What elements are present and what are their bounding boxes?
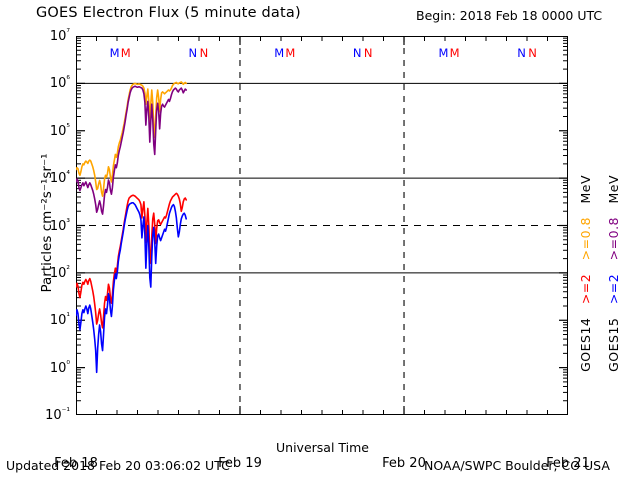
y-tick-label: 10⁻¹ (45, 406, 70, 424)
chart-canvas (76, 36, 568, 415)
legend-goes14-channel-hi: >=2 (578, 273, 593, 305)
flare-marker-m: M (449, 46, 460, 60)
flare-marker-n: N (517, 46, 526, 60)
credit-label: NOAA/SWPC Boulder, CO USA (424, 458, 610, 473)
flare-marker-m: M (274, 46, 285, 60)
y-tick-label: 10¹ (49, 312, 70, 329)
begin-time-label: Begin: 2018 Feb 18 0000 UTC (416, 8, 603, 23)
flare-marker-n: N (528, 46, 537, 60)
legend-goes14-channel-lo: >=0.8 (578, 216, 593, 261)
legend-goes15-channel-lo: >=0.8 (606, 216, 621, 261)
y-tick-label: 10² (49, 264, 70, 282)
x-tick-label: Feb 19 (218, 456, 262, 471)
updated-timestamp: Updated 2018 Feb 20 03:06:02 UTC (6, 458, 230, 473)
plot-area: 10⁻¹ 10⁰ 10¹ 10² 10³ 10⁴ 10⁵ 10⁶ 10⁷ Feb 18 Feb 1… (45, 28, 590, 471)
y-tick-label: 10³ (49, 217, 70, 234)
x-tick-label: Feb 18 (54, 456, 98, 471)
flare-marker-m: M (438, 46, 449, 60)
flare-marker-n: N (188, 46, 198, 60)
flare-marker-n: N (352, 46, 362, 60)
flare-marker-n: N (363, 46, 373, 60)
legend-goes15: GOES15 >=2 >=0.8 MeV (606, 175, 621, 372)
y-tick-label: 10⁶ (49, 75, 70, 92)
y-tick-label: 10⁷ (49, 27, 70, 45)
legend-goes15-channel-hi: >=2 (606, 273, 621, 305)
x-tick-label: Feb 20 (382, 456, 426, 471)
flare-marker-m: M (285, 46, 296, 60)
legend-goes15-satellite: GOES15 (606, 317, 621, 372)
chart-title: GOES Electron Flux (5 minute data) (36, 5, 301, 21)
flare-marker-m: M (109, 46, 120, 60)
x-tick-label: Feb 21 (546, 456, 590, 471)
y-tick-label: 10⁴ (49, 169, 70, 187)
flare-marker-n: N (199, 46, 209, 60)
x-axis-label: Universal Time (276, 440, 369, 455)
y-tick-label: 10⁵ (49, 122, 70, 139)
flare-marker-m: M (120, 46, 131, 60)
legend-goes14-unit: MeV (578, 175, 593, 204)
legend-goes14: GOES14 >=2 >=0.8 MeV (578, 175, 593, 372)
legend-goes15-unit: MeV (606, 175, 621, 204)
legend-goes14-satellite: GOES14 (578, 317, 593, 372)
y-tick-label: 10⁰ (49, 359, 70, 376)
